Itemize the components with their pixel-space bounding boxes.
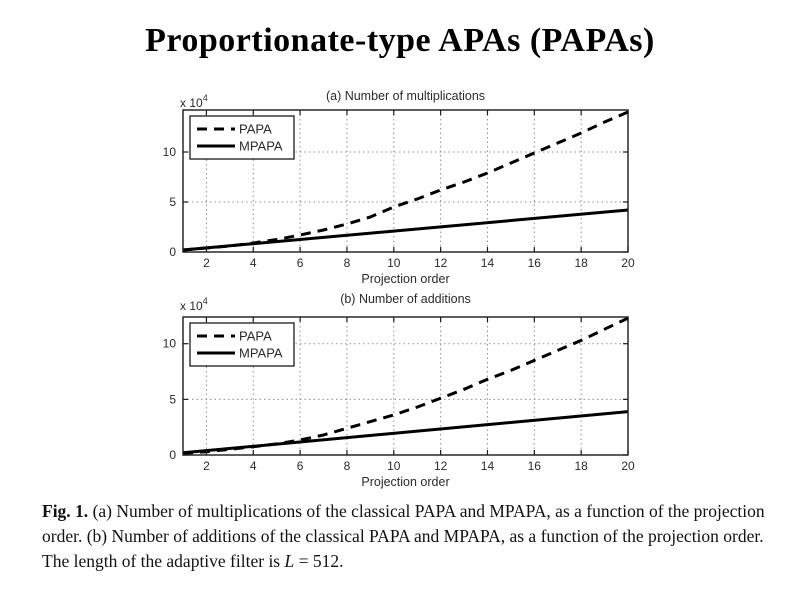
x-tick-label: 4 xyxy=(250,256,257,270)
series-line-mpapa xyxy=(182,410,629,455)
x-tick-label: 8 xyxy=(344,459,351,473)
caption-figure-label: Fig. 1. xyxy=(42,501,89,521)
x-tick-label: 2 xyxy=(203,256,210,270)
figure-caption: Fig. 1. (a) Number of multiplications of… xyxy=(42,499,766,574)
x-tick-label: 10 xyxy=(387,256,401,270)
x-axis-label: Projection order xyxy=(361,272,449,286)
series-line-mpapa xyxy=(182,208,629,252)
chart-title: (a) Number of multiplications xyxy=(326,89,485,103)
y-tick-label: 0 xyxy=(169,245,176,259)
x-tick-label: 16 xyxy=(528,459,542,473)
x-tick-label: 14 xyxy=(481,256,495,270)
legend: PAPA MPAPA xyxy=(189,322,295,367)
y-tick-label: 5 xyxy=(169,195,176,209)
x-tick-label: 20 xyxy=(621,459,635,473)
legend-label-papa: PAPA xyxy=(239,329,272,344)
x-tick-label: 14 xyxy=(481,459,495,473)
x-tick-label: 12 xyxy=(434,459,448,473)
legend-box xyxy=(189,322,295,367)
caption-text-2: = 512. xyxy=(294,551,344,571)
x-tick-label: 6 xyxy=(297,256,304,270)
plot-frame xyxy=(182,316,629,456)
x-tick-label: 20 xyxy=(621,256,635,270)
chart-multiplications: 2 4 6 8 10 12 14 16 18 20 0 5 10 (a) Number of multip… xyxy=(163,89,635,286)
x-axis-label: Projection order xyxy=(361,475,449,489)
x-tick-label: 2 xyxy=(203,459,210,473)
x-tick-label: 18 xyxy=(574,459,588,473)
x-tick-label: 8 xyxy=(344,256,351,270)
legend-box xyxy=(189,115,295,160)
chart-additions: 2 4 6 8 10 12 14 16 18 20 0 5 10 (b) Number of additi… xyxy=(163,292,635,489)
legend-label-mpapa: MPAPA xyxy=(239,346,283,361)
slide-title: Proportionate-type APAs (PAPAs) xyxy=(145,22,655,59)
plot-frame xyxy=(182,109,629,253)
x-tick-label: 12 xyxy=(434,256,448,270)
legend-label-mpapa: MPAPA xyxy=(239,139,283,154)
x-tick-label: 10 xyxy=(387,459,401,473)
y-scale-label: x 104 xyxy=(180,296,208,313)
x-tick-label: 18 xyxy=(574,256,588,270)
caption-variable: L xyxy=(284,551,295,571)
y-tick-label: 10 xyxy=(163,337,177,351)
y-tick-label: 10 xyxy=(163,145,177,159)
y-tick-label: 5 xyxy=(169,392,176,406)
legend-label-papa: PAPA xyxy=(239,122,272,137)
chart-title: (b) Number of additions xyxy=(340,292,471,306)
x-tick-label: 4 xyxy=(250,459,257,473)
x-tick-label: 6 xyxy=(297,459,304,473)
y-scale-label: x 104 xyxy=(180,93,208,110)
caption-text-1: (a) Number of multiplications of the cla… xyxy=(42,501,765,571)
legend: PAPA MPAPA xyxy=(189,115,295,160)
y-tick-label: 0 xyxy=(169,448,176,462)
x-tick-label: 16 xyxy=(528,256,542,270)
